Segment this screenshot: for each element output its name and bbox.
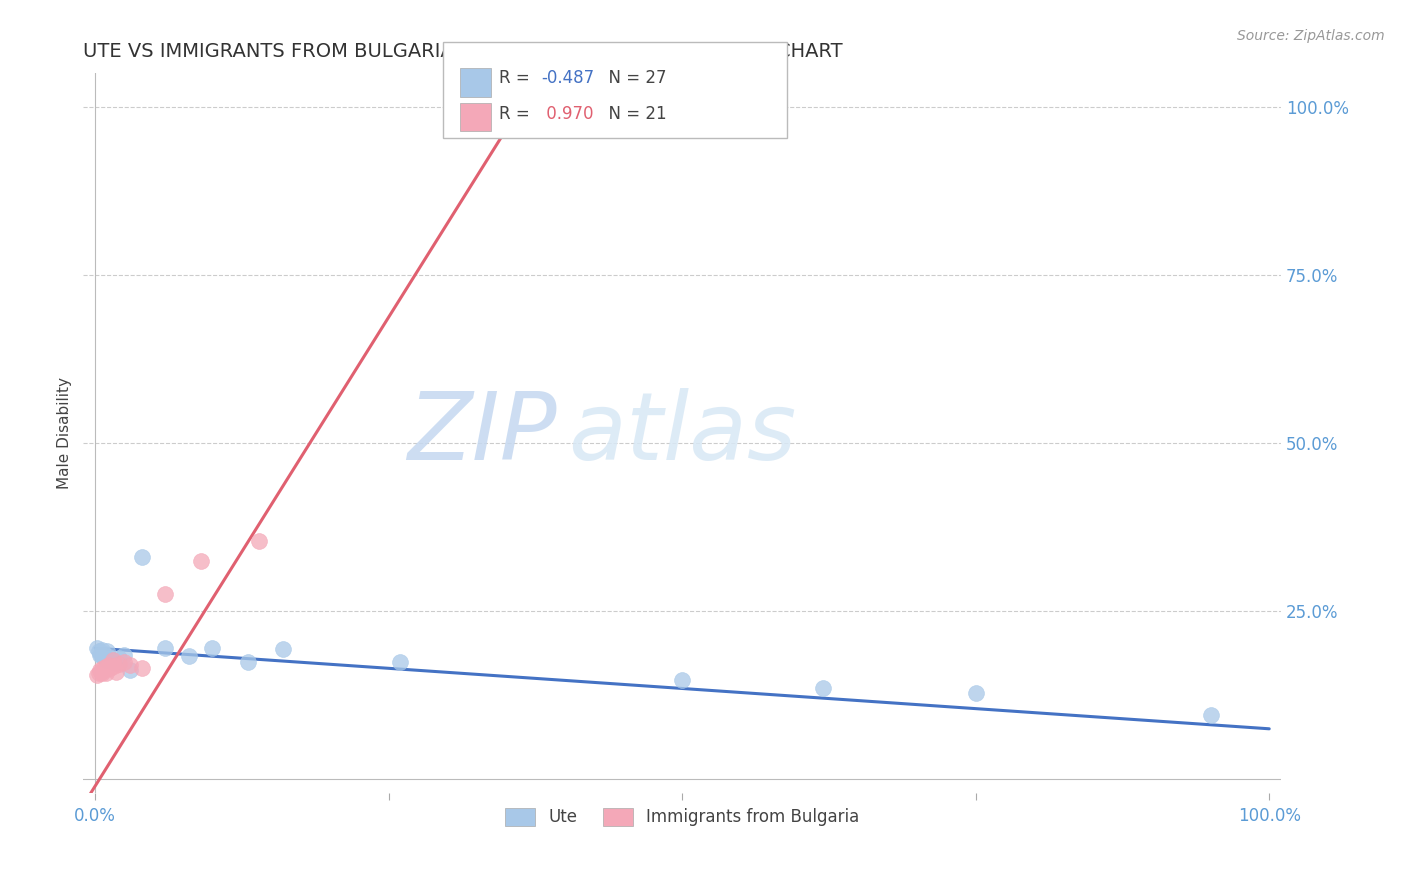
Point	[96, 659, 118, 673]
Point	[155, 641, 177, 656]
Point	[101, 655, 124, 669]
Text: 0.970: 0.970	[541, 105, 593, 123]
Text: atlas: atlas	[568, 387, 797, 478]
Point	[811, 681, 834, 696]
Point	[93, 663, 115, 677]
Point	[90, 648, 112, 662]
Point	[98, 649, 121, 664]
Point	[91, 661, 114, 675]
Point	[120, 657, 142, 672]
Point	[86, 668, 108, 682]
Point	[91, 643, 114, 657]
Point	[271, 642, 294, 657]
Point	[87, 644, 110, 658]
Point	[155, 587, 177, 601]
Point	[201, 641, 224, 656]
Point	[94, 665, 117, 680]
Point	[86, 641, 108, 656]
Point	[105, 665, 128, 679]
Point	[249, 533, 271, 548]
Point	[236, 655, 259, 669]
Point	[1199, 708, 1222, 723]
Point	[389, 655, 412, 669]
Text: Source: ZipAtlas.com: Source: ZipAtlas.com	[1237, 29, 1385, 43]
Point	[112, 655, 135, 669]
Point	[131, 550, 153, 565]
Point	[131, 661, 153, 675]
Point	[87, 665, 110, 680]
Point	[107, 657, 129, 671]
Point	[965, 686, 987, 700]
Point	[89, 663, 111, 677]
Point	[91, 665, 114, 680]
Text: N = 21: N = 21	[598, 105, 666, 123]
Point	[112, 648, 135, 662]
Y-axis label: Male Disability: Male Disability	[58, 377, 72, 489]
Point	[93, 649, 115, 664]
Point	[177, 649, 200, 664]
Legend: Ute, Immigrants from Bulgaria: Ute, Immigrants from Bulgaria	[496, 799, 868, 835]
Point	[101, 652, 124, 666]
Text: N = 27: N = 27	[598, 69, 666, 87]
Point	[96, 644, 118, 658]
Point	[120, 663, 142, 677]
Point	[98, 652, 121, 666]
Point	[103, 659, 125, 673]
Text: R =: R =	[499, 69, 536, 87]
Point	[105, 656, 128, 670]
Point	[107, 651, 129, 665]
Point	[89, 648, 111, 662]
Text: -0.487: -0.487	[541, 69, 595, 87]
Point	[190, 554, 212, 568]
Point	[91, 646, 114, 660]
Text: ZIP: ZIP	[406, 387, 557, 478]
Text: R =: R =	[499, 105, 536, 123]
Point	[98, 657, 121, 672]
Point	[90, 665, 112, 679]
Point	[94, 652, 117, 666]
Text: UTE VS IMMIGRANTS FROM BULGARIA MALE DISABILITY CORRELATION CHART: UTE VS IMMIGRANTS FROM BULGARIA MALE DIS…	[83, 42, 844, 61]
Point	[98, 661, 121, 675]
Point	[671, 673, 693, 687]
